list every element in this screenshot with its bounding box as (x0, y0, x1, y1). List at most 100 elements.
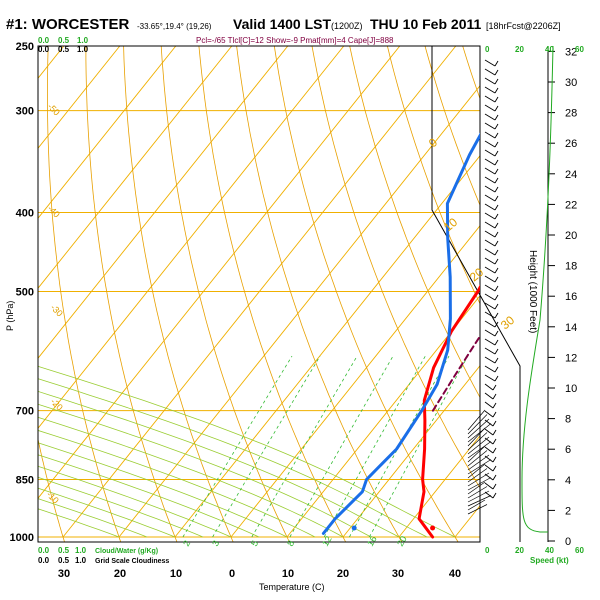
dry-adiabat (424, 46, 480, 207)
wind-barb (467, 409, 486, 431)
isotherm-label: 0 (426, 135, 440, 150)
wind-barb-flag (494, 204, 499, 211)
wind-barb (467, 481, 486, 495)
wind-barb (467, 418, 490, 439)
wind-barb (484, 194, 496, 202)
mixing-ratio-label: 16 (365, 534, 379, 548)
svg-text:0.5: 0.5 (58, 45, 70, 54)
svg-text:20: 20 (515, 546, 524, 555)
mixing-ratio-line (369, 355, 469, 538)
wind-barb (484, 365, 496, 373)
isotherm-line (174, 155, 480, 538)
svg-text:Cloud/Water (g/Kg): Cloud/Water (g/Kg) (95, 548, 158, 555)
temp-tick: 30 (392, 568, 404, 580)
wind-barb-flag (494, 321, 499, 328)
height-tick-label: 8 (565, 414, 571, 426)
wind-barb (484, 221, 496, 229)
wind-barb-flag (494, 132, 499, 139)
wind-barb-flag (494, 366, 499, 373)
wind-barb (484, 491, 494, 499)
wind-barb-flag (494, 69, 499, 76)
wind-barb-flag (494, 87, 499, 94)
dry-adiabat (46, 46, 122, 542)
height-tick-label: 20 (565, 230, 577, 242)
wind-barb (484, 464, 494, 472)
wind-barb (467, 427, 486, 447)
dry-adiabat (38, 437, 65, 542)
isotherm-line (511, 46, 600, 537)
mixing-ratio-line (349, 355, 450, 538)
isotherm-label: 30 (498, 313, 517, 333)
wind-barb-flag (492, 402, 497, 409)
wind-barb (484, 428, 494, 436)
pressure-tick: 700 (16, 406, 34, 418)
dry-adiabat (198, 46, 347, 542)
mixing-ratio-line (182, 355, 293, 538)
wind-barb (484, 410, 494, 418)
isotherm-line (38, 46, 289, 359)
wind-barb-flag (494, 222, 499, 229)
wind-barb (467, 436, 490, 455)
mixing-ratio-line (251, 355, 358, 538)
wind-barb (484, 185, 496, 193)
speed-profile (521, 45, 554, 533)
dry-adiabat (349, 46, 480, 399)
wind-barb-flag (492, 411, 497, 418)
moist-adiabat (38, 476, 204, 538)
dewpoint-line (321, 132, 480, 535)
wind-barb (484, 266, 496, 274)
wind-barb-flag (494, 231, 499, 238)
y-axis-title: P (hPa) (5, 301, 15, 331)
svg-text:40: 40 (545, 45, 554, 54)
wind-barb-flag (492, 492, 497, 499)
wind-barb-flag (492, 483, 497, 490)
svg-text:0.0: 0.0 (38, 546, 50, 555)
svg-text:40: 40 (545, 546, 554, 555)
wind-barb (484, 113, 496, 121)
wind-barb (484, 77, 496, 85)
wind-barb (467, 486, 488, 499)
wind-barb (467, 445, 486, 463)
svg-text:0.0: 0.0 (38, 45, 50, 54)
wind-barb (484, 401, 494, 409)
isotherm-line (0, 46, 8, 537)
moist-adiabat (38, 454, 260, 538)
wind-barb (467, 504, 488, 515)
wind-barb-flag (494, 78, 499, 85)
plot-frame (37, 45, 481, 543)
svg-text:60: 60 (575, 45, 584, 54)
wind-barb-flag (494, 141, 499, 148)
wind-barb (484, 104, 496, 112)
wind-barb (484, 122, 496, 130)
valid-label: Valid 1400 LST (233, 16, 331, 32)
wind-barb (484, 302, 496, 310)
moist-adiabat (38, 365, 456, 538)
dry-adiabat (123, 46, 234, 542)
svg-text:1.0: 1.0 (75, 556, 87, 565)
wind-barb-flag (494, 96, 499, 103)
isotherm-line (286, 295, 480, 538)
pressure-tick: 400 (16, 207, 34, 219)
height-tick-label: 18 (565, 261, 577, 273)
surface-temp-point (430, 525, 436, 531)
wind-barb (467, 477, 492, 491)
height-tick-label: 4 (565, 475, 571, 487)
moist-adiabat (38, 442, 288, 538)
wind-barb-flag (494, 294, 499, 301)
isotherm-line (62, 46, 457, 538)
mixing-ratio-label: 5 (249, 539, 260, 548)
wind-barb (467, 459, 492, 475)
wind-barb-flag (494, 276, 499, 283)
dry-adiabat (273, 46, 459, 542)
mixing-ratio-label: 8 (285, 539, 296, 548)
wind-barb (484, 347, 496, 355)
svg-text:1.0: 1.0 (77, 45, 89, 54)
svg-text:60: 60 (575, 546, 584, 555)
wind-barb-flag (494, 303, 499, 310)
svg-text:0.0: 0.0 (38, 556, 50, 565)
moist-adiabat (38, 429, 316, 538)
wind-barb (484, 311, 496, 319)
valid-date: THU 10 Feb 2011 (370, 16, 481, 32)
wind-barb-flag (494, 240, 499, 247)
svg-text:0.5: 0.5 (58, 36, 70, 45)
